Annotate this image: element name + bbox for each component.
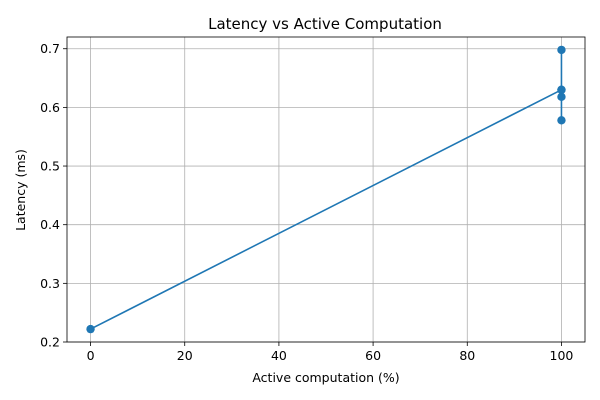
grid — [67, 37, 585, 343]
data-point — [557, 45, 566, 55]
x-tick-label: 40 — [271, 348, 287, 363]
x-tick-label: 20 — [177, 348, 193, 363]
x-tick-label: 60 — [365, 348, 381, 363]
data-point — [86, 324, 95, 334]
data-point — [557, 116, 566, 125]
y-tick-label: 0.2 — [40, 335, 60, 350]
y-tick-label: 0.3 — [40, 276, 60, 291]
x-axis-label: Active computation (%) — [252, 370, 399, 385]
data-point — [557, 85, 566, 94]
y-axis: 0.2 0.3 0.4 0.5 0.6 0.7 — [40, 41, 67, 350]
y-tick-label: 0.4 — [40, 217, 60, 232]
data-point — [557, 92, 566, 102]
y-tick-label: 0.6 — [40, 100, 60, 115]
y-tick-label: 0.5 — [40, 159, 60, 174]
x-tick-label: 80 — [459, 348, 475, 363]
chart-title: Latency vs Active Computation — [208, 15, 442, 33]
series-group — [86, 45, 566, 334]
x-axis: 0 20 40 60 80 100 — [87, 342, 574, 363]
series-line — [90, 49, 563, 330]
x-tick-label: 100 — [550, 348, 574, 363]
y-axis-label: Latency (ms) — [13, 149, 28, 231]
x-tick-label: 0 — [87, 348, 95, 363]
y-tick-label: 0.7 — [40, 41, 60, 56]
plot-frame — [66, 36, 586, 343]
